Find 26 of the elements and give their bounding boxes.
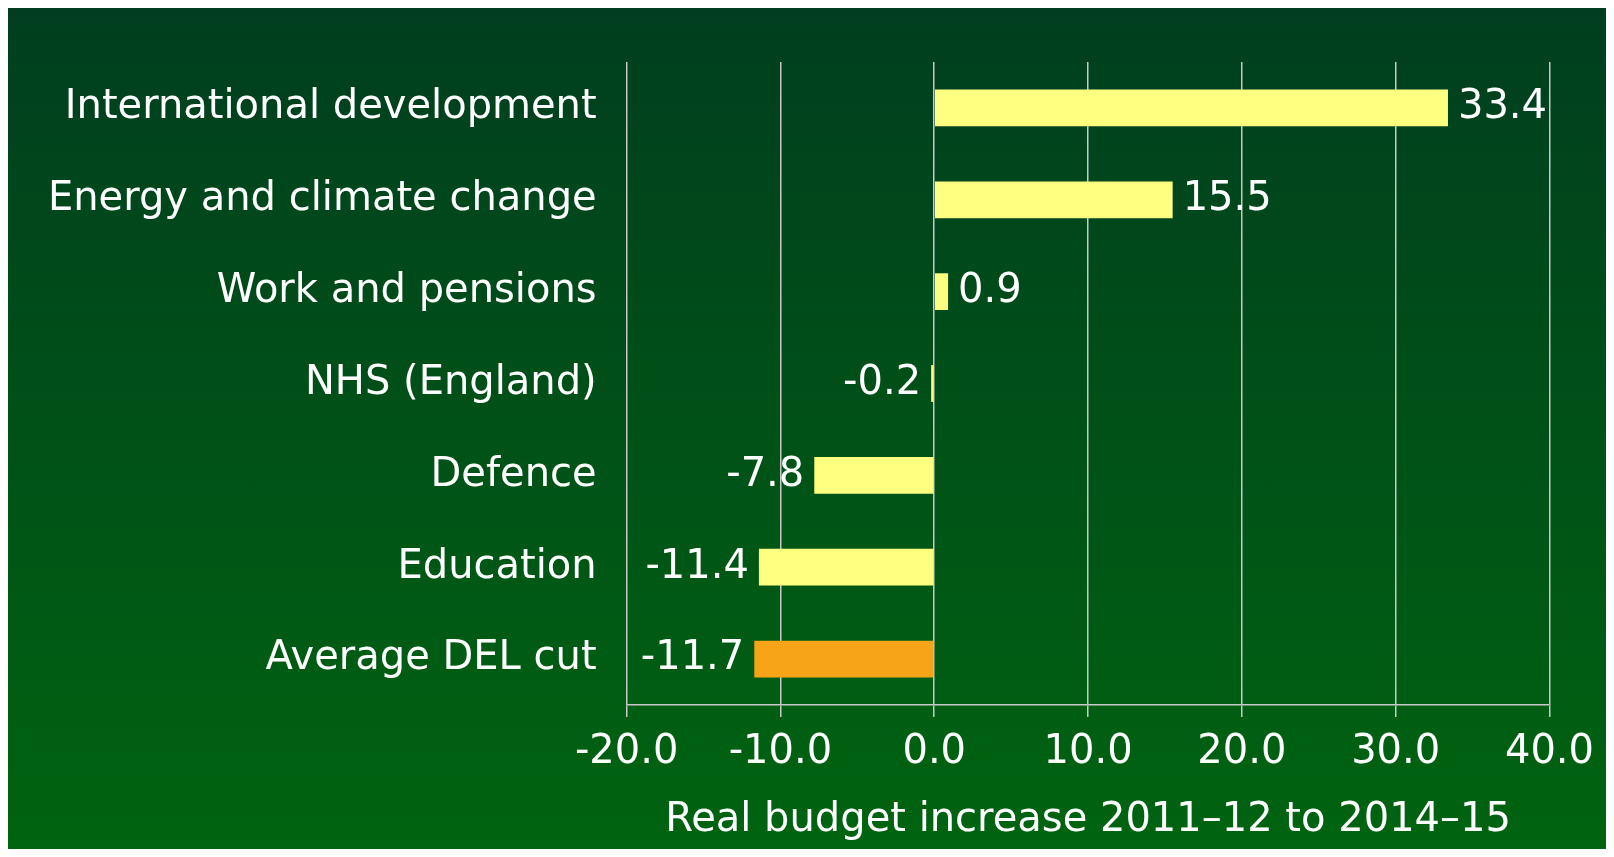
bar: [754, 640, 934, 678]
x-tick-label: 0.0: [902, 726, 967, 773]
x-axis-title: Real budget increase 2011–12 to 2014–15: [665, 794, 1511, 841]
y-tick-label: Average DEL cut: [265, 632, 597, 679]
data-label: -11.4: [645, 540, 749, 587]
y-tick-label: Defence: [430, 448, 597, 495]
x-tick-label: 30.0: [1351, 726, 1441, 773]
x-tick-label: -20.0: [574, 726, 679, 773]
bar: [758, 548, 934, 586]
y-tick-label: Work and pensions: [216, 265, 597, 312]
y-tick-label: Education: [397, 540, 597, 587]
x-tick-label: -10.0: [728, 726, 833, 773]
x-tick-label: 40.0: [1504, 726, 1594, 773]
data-label: -0.2: [843, 356, 922, 403]
y-tick-label: NHS (England): [304, 356, 597, 403]
y-tick-label: Energy and climate change: [47, 173, 597, 220]
x-tick-label: 20.0: [1197, 726, 1287, 773]
data-label: 33.4: [1457, 81, 1548, 128]
y-tick-label: International development: [64, 81, 597, 128]
x-tick-label: 10.0: [1043, 726, 1133, 773]
bar: [935, 181, 1173, 219]
data-label: -11.7: [640, 632, 745, 679]
bar: [935, 273, 949, 311]
bar: [814, 456, 934, 494]
data-label: 0.9: [958, 265, 1022, 312]
bar: [935, 89, 1448, 127]
